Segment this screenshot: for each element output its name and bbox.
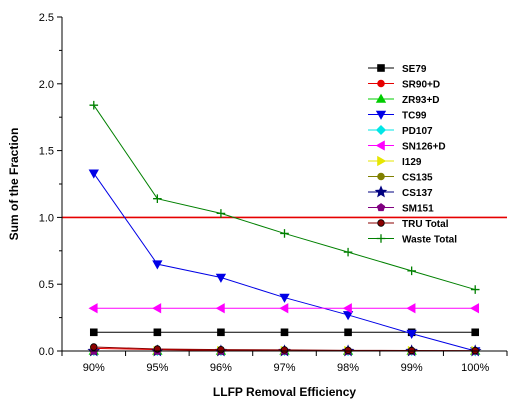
legend-item: SE79 [368, 64, 427, 75]
series-waste-total [89, 100, 480, 294]
data-point [215, 273, 227, 283]
legend-marker [377, 64, 385, 72]
x-tick-label: 97% [273, 362, 295, 374]
data-point [152, 303, 162, 314]
x-tick-label: 90% [83, 362, 105, 374]
legend-item: TC99 [368, 111, 427, 122]
legend-marker [376, 203, 386, 212]
legend-label: SM151 [402, 204, 434, 215]
x-tick-label: 96% [210, 362, 232, 374]
legend-marker [374, 185, 388, 198]
legend-marker [377, 79, 385, 88]
y-axis-title: Sum of the Fraction [7, 128, 21, 241]
legend-item: SM151 [368, 203, 434, 215]
legend-item: Waste Total [368, 234, 457, 246]
legend-marker [377, 172, 385, 181]
data-point [88, 303, 98, 314]
legend-item: PD107 [368, 124, 433, 137]
data-point [406, 329, 417, 339]
legend-label: TC99 [402, 111, 427, 122]
y-tick-label: 1.5 [39, 146, 54, 158]
legend-item: CS137 [368, 185, 433, 199]
data-point [217, 328, 225, 337]
x-tick-label: 100% [461, 362, 489, 374]
y-tick-label: 0.5 [39, 279, 54, 291]
legend-item: I129 [368, 155, 422, 168]
data-point [280, 328, 289, 337]
legend-label: I129 [402, 157, 422, 168]
data-point [215, 303, 225, 314]
data-point [89, 328, 98, 337]
data-point [280, 346, 289, 354]
y-tick-label: 1.0 [39, 212, 54, 224]
series-se79 [89, 328, 480, 337]
x-tick-label: 95% [146, 362, 168, 374]
data-point [217, 345, 225, 354]
legend-marker [375, 110, 387, 120]
legend-item: ZR93+D [368, 93, 440, 106]
data-point [407, 346, 416, 355]
data-point [279, 293, 290, 303]
legend-marker [375, 140, 385, 151]
data-point [342, 303, 352, 314]
data-point [153, 328, 162, 337]
legend-label: SR90+D [402, 80, 440, 91]
series-sn126-d [88, 303, 480, 314]
y-tick-label: 2.5 [39, 12, 54, 24]
data-point [471, 328, 480, 337]
data-point [344, 328, 352, 337]
data-point [216, 209, 226, 218]
data-point [343, 247, 353, 257]
legend-label: SN126+D [402, 142, 446, 153]
legend: SE79 SR90+D ZR93+D TC99 PD107 SN126+D I129 CS13… [368, 64, 457, 246]
legend-item: SN126+D [368, 140, 446, 153]
legend-label: CS137 [402, 188, 433, 199]
legend-label: ZR93+D [402, 95, 440, 106]
legend-item: TRU Total [368, 219, 449, 230]
data-point [88, 169, 99, 179]
legend-label: SE79 [402, 64, 427, 75]
legend-marker [375, 124, 387, 136]
y-tick-label: 0.0 [39, 346, 54, 358]
legend-label: Waste Total [402, 235, 457, 246]
legend-marker [375, 93, 387, 103]
data-point [342, 311, 354, 321]
legend-item: CS135 [368, 173, 433, 184]
data-point [407, 266, 416, 276]
y-tick-label: 2.0 [39, 79, 54, 91]
legend-label: CS135 [402, 173, 433, 184]
data-point [152, 260, 163, 270]
data-point [406, 303, 416, 314]
legend-label: TRU Total [402, 219, 449, 230]
data-point [470, 285, 480, 294]
legend-label: PD107 [402, 126, 433, 137]
data-point [153, 194, 162, 203]
data-point [90, 343, 98, 351]
x-tick-label: 98% [337, 362, 359, 374]
series-line [93, 173, 476, 352]
x-axis: 90% 95% 96% 97% 98% 99% 100% [61, 350, 508, 374]
data-point [280, 229, 289, 238]
data-point [344, 346, 352, 355]
legend-marker [377, 219, 385, 227]
legend-item: SR90+D [368, 80, 440, 91]
y-axis: 0.0 0.5 1.0 1.5 2.0 2.5 [39, 12, 63, 358]
x-tick-label: 99% [401, 362, 423, 374]
data-point [469, 303, 480, 314]
legend-marker [377, 155, 387, 167]
x-axis-title: LLFP Removal Efficiency [213, 385, 356, 399]
data-point [279, 303, 289, 314]
data-point [89, 100, 99, 110]
legend-marker [376, 234, 386, 243]
